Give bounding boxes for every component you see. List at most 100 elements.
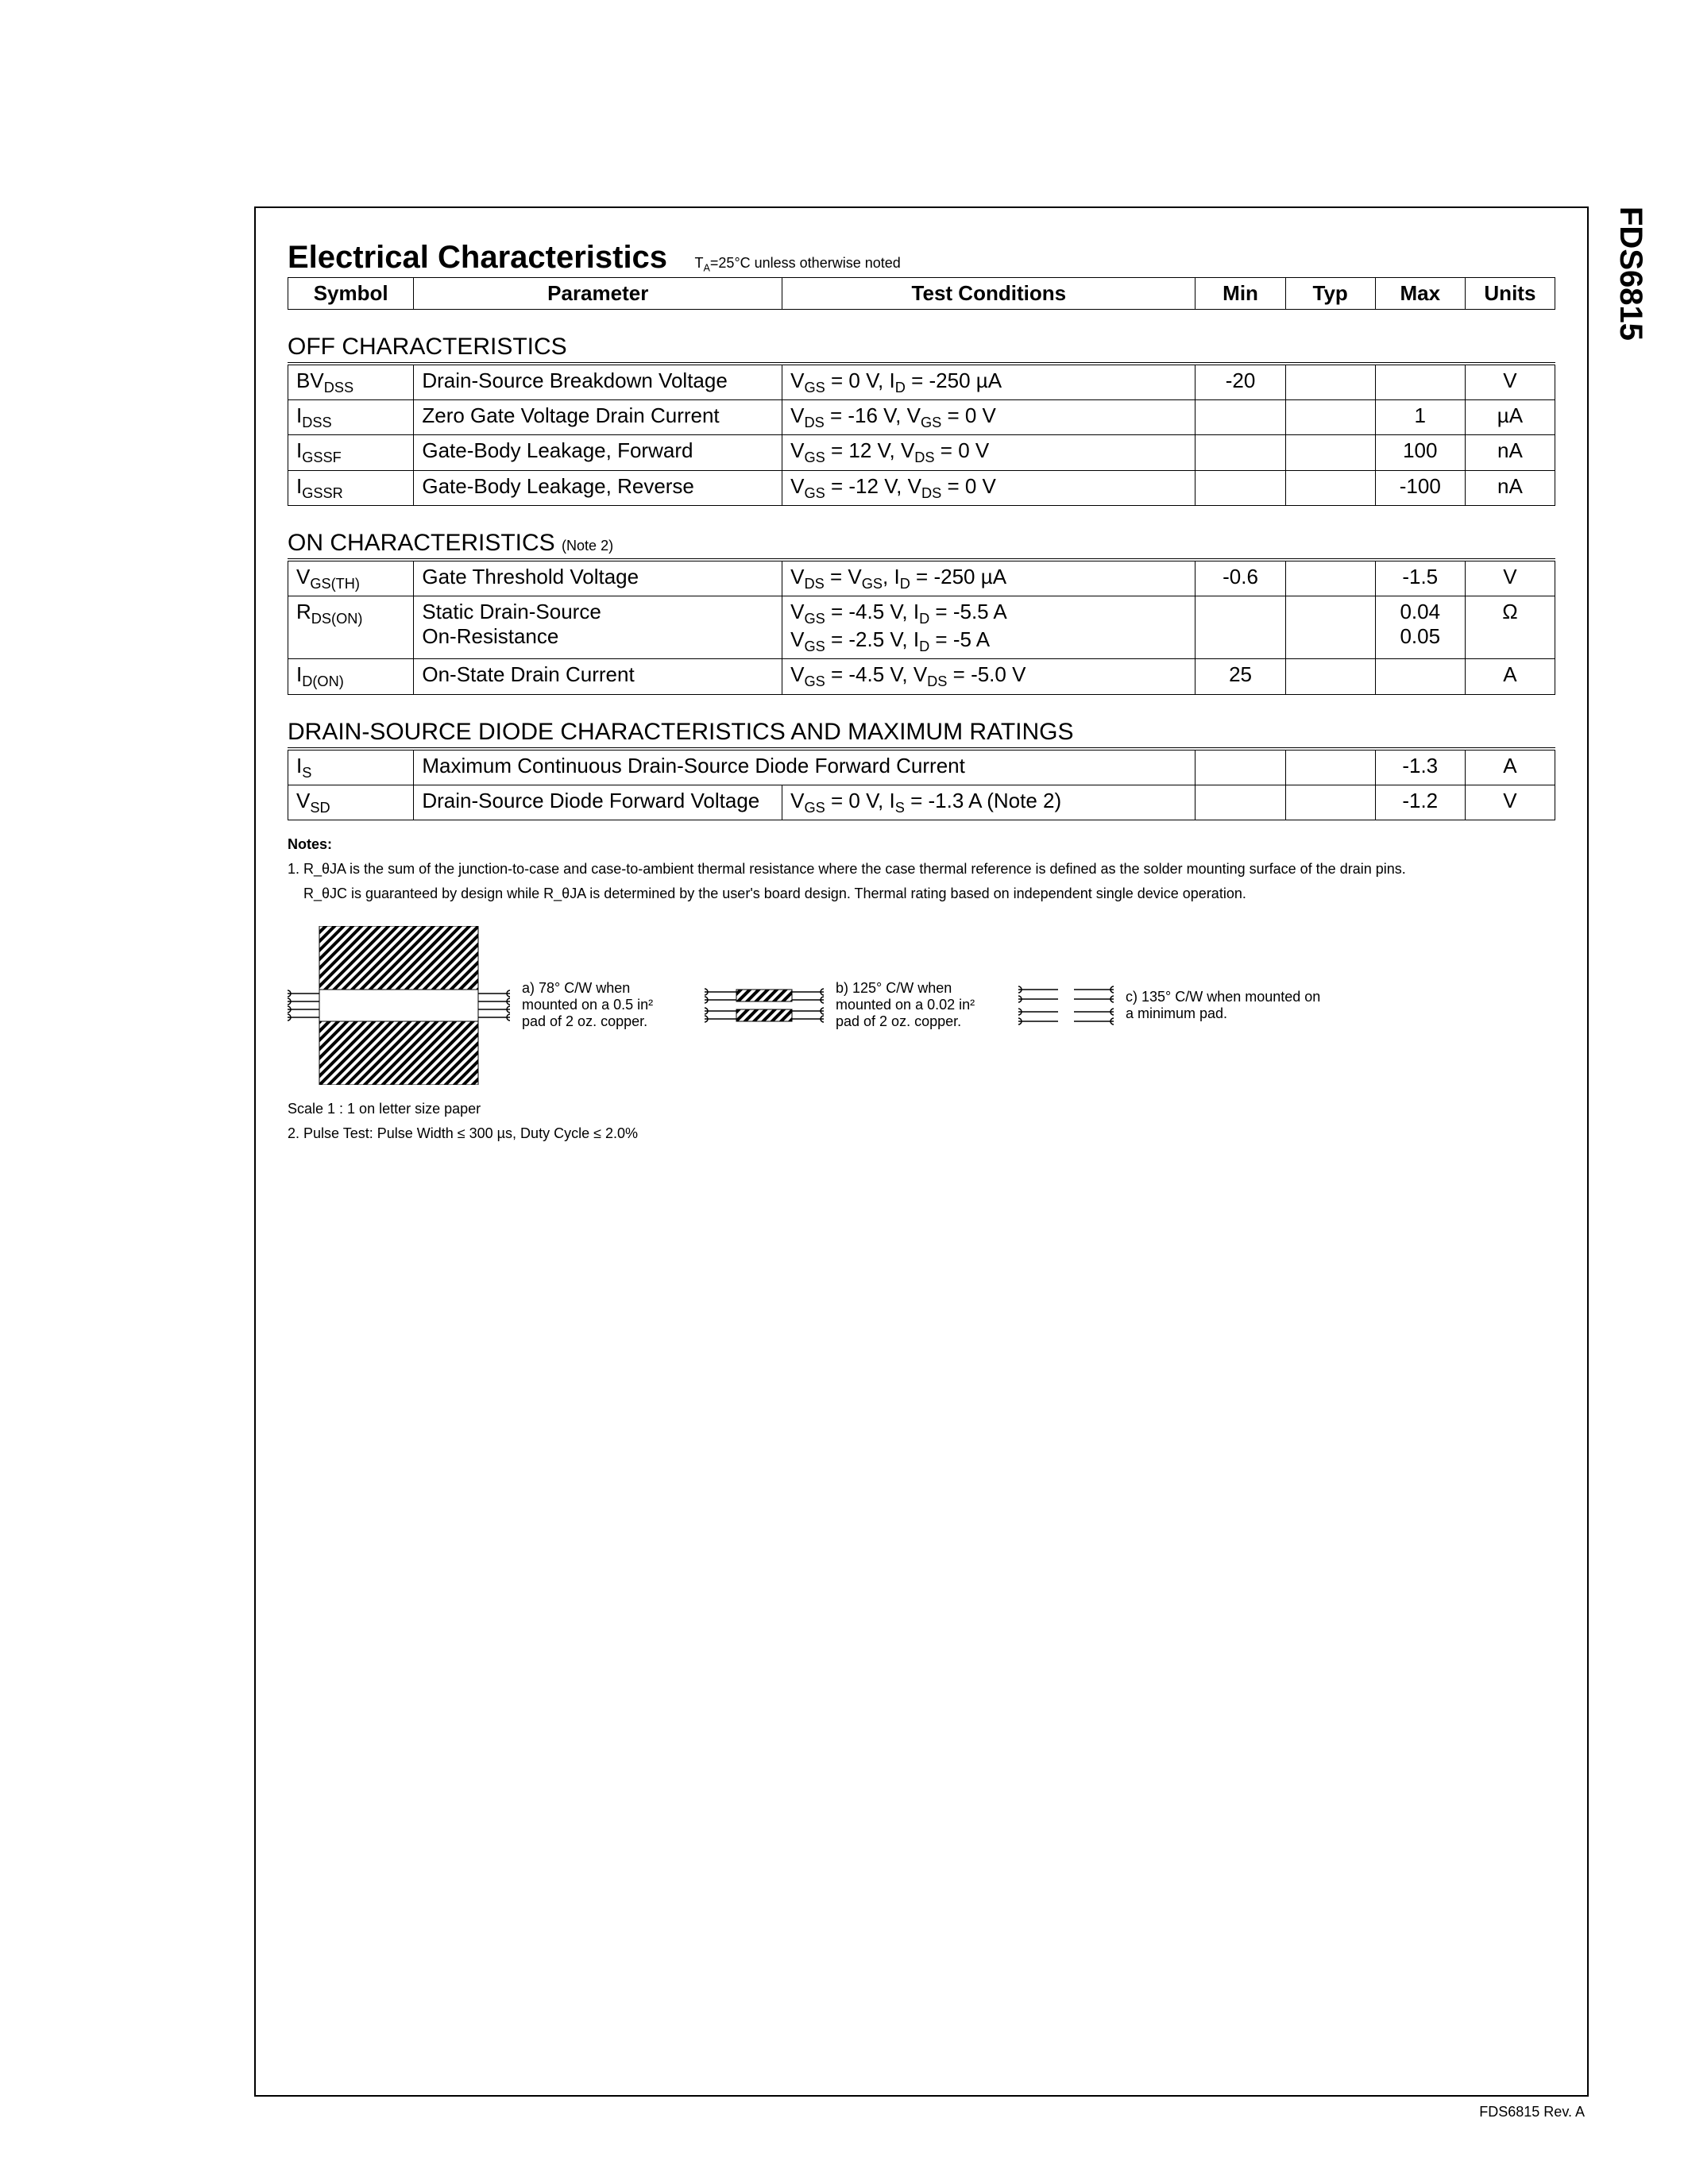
min-cell: -0.6 [1196,561,1285,596]
units-cell: V [1465,365,1555,400]
max-cell: -1.2 [1375,785,1465,820]
test-conditions-cell: VDS = VGS, ID = -250 µA [782,561,1196,596]
scale-note: Scale 1 : 1 on letter size paper [288,1101,1555,1117]
test-conditions-cell: VGS = 12 V, VDS = 0 V [782,435,1196,470]
section-header-diode: DRAIN-SOURCE DIODE CHARACTERISTICS AND M… [288,719,1555,748]
symbol-cell: VGS(TH) [288,561,414,596]
section-on-note-ref: (Note 2) [562,538,613,554]
col-header-test: Test Conditions [782,278,1196,310]
min-cell [1196,596,1285,658]
table-row: IGSSFGate-Body Leakage, ForwardVGS = 12 … [288,435,1555,470]
section-header-on: ON CHARACTERISTICS (Note 2) [288,530,1555,559]
min-cell [1196,435,1285,470]
parameter-cell: Gate Threshold Voltage [414,561,782,596]
pcb-pad-min-icon [1018,970,1114,1041]
test-conditions-cell: VGS = -4.5 V, ID = -5.5 AVGS = -2.5 V, I… [782,596,1196,658]
table-row: VSDDrain-Source Diode Forward VoltageVGS… [288,785,1555,820]
page-title: Electrical Characteristics [288,240,667,276]
notes-footer: Scale 1 : 1 on letter size paper 2. Puls… [288,1101,1555,1142]
max-cell: 0.040.05 [1375,596,1465,658]
symbol-cell: IGSSR [288,470,414,505]
footer-revision: FDS6815 Rev. A [1479,2104,1585,2120]
part-number-side-label: FDS6815 [1613,206,1648,341]
min-cell [1196,470,1285,505]
pcb-pad-large-icon [288,926,510,1085]
min-cell: 25 [1196,659,1285,694]
symbol-cell: BVDSS [288,365,414,400]
diode-characteristics-table: ISMaximum Continuous Drain-Source Diode … [288,750,1555,820]
section-header-off: OFF CHARACTERISTICS [288,334,1555,363]
units-cell: nA [1465,435,1555,470]
test-conditions-cell: VGS = 0 V, IS = -1.3 A (Note 2) [782,785,1196,820]
units-cell: nA [1465,470,1555,505]
parameter-cell: Gate-Body Leakage, Forward [414,435,782,470]
typ-cell [1285,470,1375,505]
symbol-cell: ID(ON) [288,659,414,694]
symbol-cell: VSD [288,785,414,820]
title-condition-note: TA=25°C unless otherwise noted [695,255,901,274]
table-row: ISMaximum Continuous Drain-Source Diode … [288,750,1555,785]
max-cell [1375,365,1465,400]
min-cell [1196,785,1285,820]
min-cell [1196,750,1285,785]
typ-cell [1285,750,1375,785]
table-row: RDS(ON)Static Drain-SourceOn-ResistanceV… [288,596,1555,658]
table-row: BVDSSDrain-Source Breakdown VoltageVGS =… [288,365,1555,400]
table-row: IDSSZero Gate Voltage Drain CurrentVDS =… [288,400,1555,435]
table-row: VGS(TH)Gate Threshold VoltageVDS = VGS, … [288,561,1555,596]
diagram-b-caption: b) 125° C/W when mounted on a 0.02 in² p… [836,980,995,1030]
thermal-diagrams-row: a) 78° C/W when mounted on a 0.5 in² pad… [288,926,1555,1085]
max-cell: 1 [1375,400,1465,435]
parameter-cell: Drain-Source Diode Forward Voltage [414,785,782,820]
units-cell: Ω [1465,596,1555,658]
col-header-units: Units [1465,278,1555,310]
parameter-cell: On-State Drain Current [414,659,782,694]
test-conditions-cell: VGS = -4.5 V, VDS = -5.0 V [782,659,1196,694]
table-row: ID(ON)On-State Drain CurrentVGS = -4.5 V… [288,659,1555,694]
typ-cell [1285,365,1375,400]
parameter-cell: Static Drain-SourceOn-Resistance [414,596,782,658]
title-row: Electrical Characteristics TA=25°C unles… [288,240,1555,276]
test-conditions-cell: VGS = 0 V, ID = -250 µA [782,365,1196,400]
typ-cell [1285,435,1375,470]
parameter-cell: Drain-Source Breakdown Voltage [414,365,782,400]
symbol-cell: IS [288,750,414,785]
symbol-cell: RDS(ON) [288,596,414,658]
units-cell: A [1465,750,1555,785]
col-header-max: Max [1375,278,1465,310]
min-cell [1196,400,1285,435]
max-cell: 100 [1375,435,1465,470]
typ-cell [1285,785,1375,820]
max-cell: -1.3 [1375,750,1465,785]
col-header-symbol: Symbol [288,278,414,310]
note-2: 2. Pulse Test: Pulse Width ≤ 300 µs, Dut… [288,1125,1555,1142]
test-conditions-cell: VDS = -16 V, VGS = 0 V [782,400,1196,435]
col-header-typ: Typ [1285,278,1375,310]
pcb-pad-small-icon [705,970,824,1041]
off-characteristics-table: BVDSSDrain-Source Breakdown VoltageVGS =… [288,365,1555,506]
parameter-cell: Zero Gate Voltage Drain Current [414,400,782,435]
note-1b: R_θJC is guaranteed by design while R_θJ… [303,886,1555,902]
typ-cell [1285,596,1375,658]
diagram-a-caption: a) 78° C/W when mounted on a 0.5 in² pad… [522,980,681,1030]
max-cell: -1.5 [1375,561,1465,596]
col-header-parameter: Parameter [414,278,782,310]
max-cell [1375,659,1465,694]
typ-cell [1285,659,1375,694]
test-conditions-cell: VGS = -12 V, VDS = 0 V [782,470,1196,505]
diagram-a-block: a) 78° C/W when mounted on a 0.5 in² pad… [288,926,681,1085]
max-cell: -100 [1375,470,1465,505]
notes-block: Notes: 1. R_θJA is the sum of the juncti… [288,836,1555,902]
typ-cell [1285,400,1375,435]
notes-title: Notes: [288,836,1555,853]
table-row: IGSSRGate-Body Leakage, ReverseVGS = -12… [288,470,1555,505]
parameter-cell: Maximum Continuous Drain-Source Diode Fo… [414,750,1196,785]
page-frame: Electrical Characteristics TA=25°C unles… [254,206,1589,2097]
parameter-cell: Gate-Body Leakage, Reverse [414,470,782,505]
diagram-c-caption: c) 135° C/W when mounted on a minimum pa… [1126,989,1332,1022]
units-cell: µA [1465,400,1555,435]
diagram-c-block: c) 135° C/W when mounted on a minimum pa… [1018,970,1332,1041]
typ-cell [1285,561,1375,596]
units-cell: A [1465,659,1555,694]
units-cell: V [1465,785,1555,820]
